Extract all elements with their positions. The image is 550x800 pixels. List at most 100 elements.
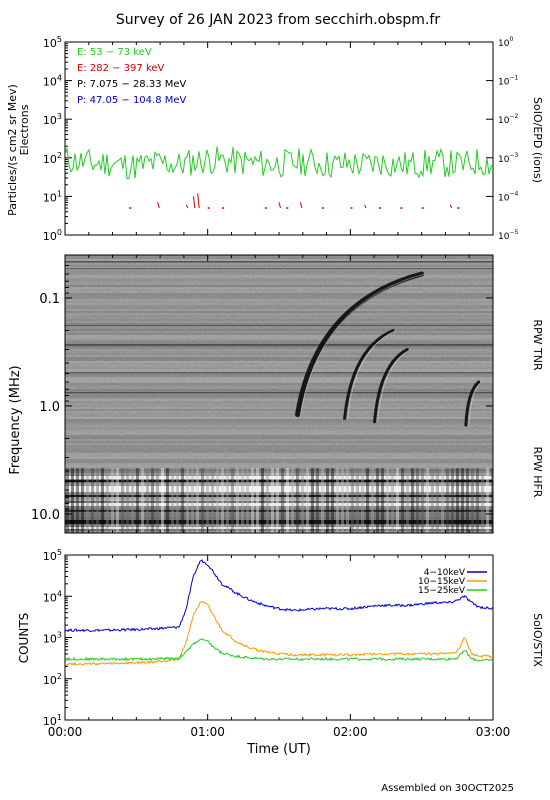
rpw-band-row: [65, 283, 493, 285]
rpw-band-row: [65, 339, 493, 341]
epd-series-e-high-point: [207, 207, 210, 209]
rpw-band-row: [65, 383, 493, 385]
rpw-band-row: [65, 365, 493, 367]
rpw-hfr-column: [326, 468, 329, 533]
rpw-hfr-column: [256, 468, 259, 533]
rpw-hfr-column: [76, 468, 79, 533]
rpw-tick-label: 0.1: [39, 292, 60, 307]
rpw-band-row: [65, 425, 493, 427]
stix-legend-label-mid: 10−15keV: [418, 577, 466, 587]
rpw-band-row: [65, 397, 493, 399]
rpw-hfr-column: [356, 468, 359, 533]
rpw-band-row: [65, 349, 493, 351]
rpw-type-iii-bursts: [295, 271, 483, 427]
rpw-hfr-column: [281, 468, 284, 533]
rpw-band-row: [65, 281, 493, 283]
rpw-band-row: [65, 423, 493, 425]
rpw-band-row: [65, 303, 493, 305]
rpw-band-row: [65, 287, 493, 289]
rpw-band-row: [65, 483, 493, 485]
stix-legend-label-high: 15−25keV: [418, 586, 466, 596]
rpw-tnr-band: [65, 268, 493, 269]
rpw-band-row: [65, 305, 493, 307]
stix-tick-label: 103: [43, 631, 62, 646]
rpw-band-row: [65, 419, 493, 421]
rpw-band-row: [65, 437, 493, 439]
epd-right-tick-label-exponent: 0: [509, 36, 513, 43]
epd-left-tick-label-base: 10: [43, 114, 57, 127]
rpw-hfr-column: [251, 468, 254, 533]
rpw-burst-edge: [377, 349, 411, 422]
epd-legend-entry-p-low: P: 7.075 − 28.33 MeV: [77, 79, 187, 90]
rpw-hfr-column: [96, 468, 99, 533]
stix-tick-label: 105: [43, 548, 62, 563]
rpw-band-row: [65, 417, 493, 419]
epd-series-e-high-spike: [157, 202, 160, 209]
rpw-band-row: [65, 525, 493, 527]
rpw-hfr-column: [461, 468, 464, 533]
rpw-hfr-column: [346, 468, 349, 533]
epd-right-tick-label-exponent: −4: [509, 190, 518, 197]
rpw-band-row: [65, 421, 493, 423]
epd-right-tick-label-exponent: −1: [509, 75, 518, 82]
rpw-hfr-column: [341, 468, 344, 533]
epd-right-tick-label-base: 10: [498, 232, 510, 242]
stix-tick-label-exponent: 1: [57, 713, 62, 722]
rpw-hfr-column: [401, 468, 404, 533]
x-tick-label: 03:00: [476, 725, 511, 739]
rpw-band-row: [65, 459, 493, 461]
rpw-x-ticks: [64, 255, 494, 533]
rpw-band-row: [65, 399, 493, 401]
epd-series-e-high-point: [400, 207, 403, 209]
rpw-hfr-column: [81, 468, 84, 533]
epd-right-tick-label-base: 10: [498, 116, 510, 126]
rpw-band-row: [65, 279, 493, 281]
rpw-hfr-column: [361, 468, 364, 533]
rpw-band-row: [65, 411, 493, 413]
rpw-band-row: [65, 431, 493, 433]
rpw-band-row: [65, 469, 493, 471]
rpw-hfr-column: [151, 468, 154, 533]
rpw-band-row: [65, 301, 493, 303]
rpw-band-row: [65, 329, 493, 331]
rpw-hfr-column: [351, 468, 354, 533]
epd-series-e-high-point: [129, 207, 132, 209]
rpw-hfr-column: [116, 468, 119, 533]
rpw-band-row: [65, 389, 493, 391]
rpw-band-row: [65, 515, 493, 517]
rpw-hfr-column: [466, 468, 469, 533]
rpw-band-row: [65, 337, 493, 339]
epd-series-e-high-spike: [299, 202, 303, 209]
rpw-tnr-band: [65, 325, 493, 326]
rpw-band-row: [65, 307, 493, 309]
rpw-hfr-column: [376, 468, 379, 533]
rpw-hfr-column: [161, 468, 164, 533]
rpw-hfr-column: [386, 468, 389, 533]
epd-series: [65, 146, 493, 209]
epd-right-tick-label-base: 10: [498, 155, 510, 165]
rpw-band-row: [65, 273, 493, 275]
stix-ylabel-right: SoIO/STIX: [531, 613, 544, 667]
stix-series: [65, 559, 493, 666]
stix-ylabel: COUNTS: [17, 613, 31, 664]
epd-series-e-high-point: [350, 207, 353, 209]
rpw-band-row: [65, 415, 493, 417]
rpw-band-row: [65, 375, 493, 377]
rpw-band-row: [65, 263, 493, 265]
epd-series-e-high-point: [286, 207, 289, 209]
epd-right-tick-label-exponent: −5: [509, 229, 518, 236]
rpw-hfr-column: [436, 468, 439, 533]
rpw-tnr-band: [65, 372, 493, 374]
epd-left-tick-label-exponent: 4: [57, 74, 62, 83]
epd-left-tick-label: 102: [43, 151, 62, 166]
rpw-band-row: [65, 271, 493, 273]
rpw-band-row: [65, 403, 493, 405]
rpw-hfr-column: [306, 468, 309, 533]
epd-left-tick-label: 104: [43, 74, 62, 89]
rpw-hfr-column: [446, 468, 449, 533]
assembled-footer: Assembled on 30OCT2025: [381, 783, 514, 794]
rpw-band-row: [65, 265, 493, 267]
rpw-band-row: [65, 319, 493, 321]
rpw-tnr-band: [65, 344, 493, 347]
